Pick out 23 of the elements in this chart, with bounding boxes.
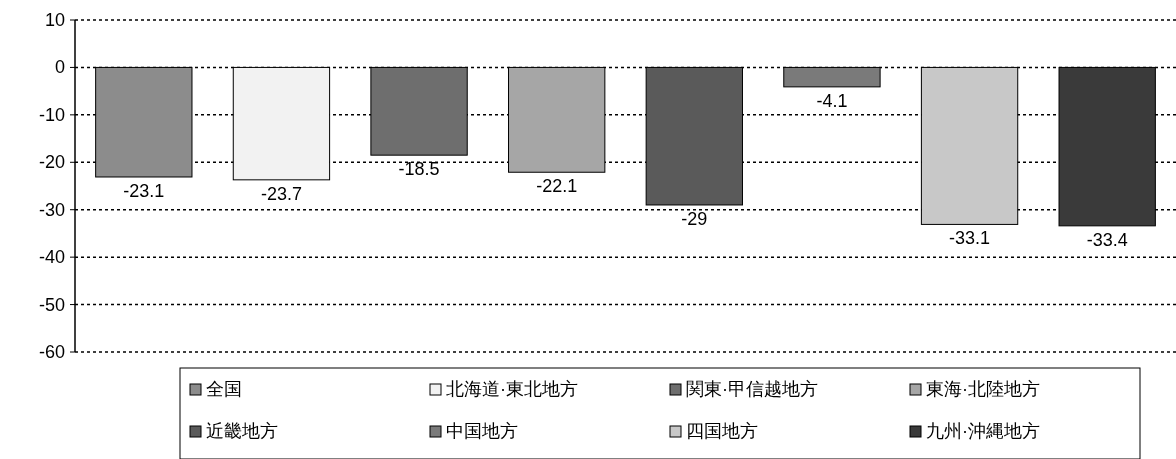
y-tick-label: -10 — [38, 104, 65, 125]
data-label: -23.7 — [260, 183, 302, 204]
data-label: -33.1 — [949, 228, 991, 249]
data-label: -29 — [681, 208, 708, 229]
legend-label: 北海道·東北地方 — [446, 379, 578, 399]
y-tick-label: -20 — [38, 152, 65, 173]
y-tick-label: 10 — [44, 10, 65, 30]
y-tick-label: -40 — [38, 247, 65, 268]
y-tick-label: -50 — [38, 294, 65, 315]
data-label: -33.4 — [1086, 229, 1128, 250]
legend-label: 中国地方 — [446, 421, 518, 441]
legend-label: 全国 — [206, 379, 242, 399]
legend-label: 九州·沖縄地方 — [926, 421, 1040, 441]
data-label: -22.1 — [536, 176, 578, 197]
legend-label: 四国地方 — [686, 421, 758, 441]
y-tick-label: 0 — [54, 57, 65, 78]
y-tick-label: -30 — [38, 199, 65, 220]
data-label: -4.1 — [816, 90, 848, 111]
legend-label: 近畿地方 — [206, 421, 278, 441]
y-tick-label: -60 — [38, 342, 65, 362]
legend-label: 関東·甲信越地方 — [686, 379, 818, 399]
data-label: -23.1 — [123, 180, 165, 201]
legend-label: 東海·北陸地方 — [926, 379, 1040, 399]
